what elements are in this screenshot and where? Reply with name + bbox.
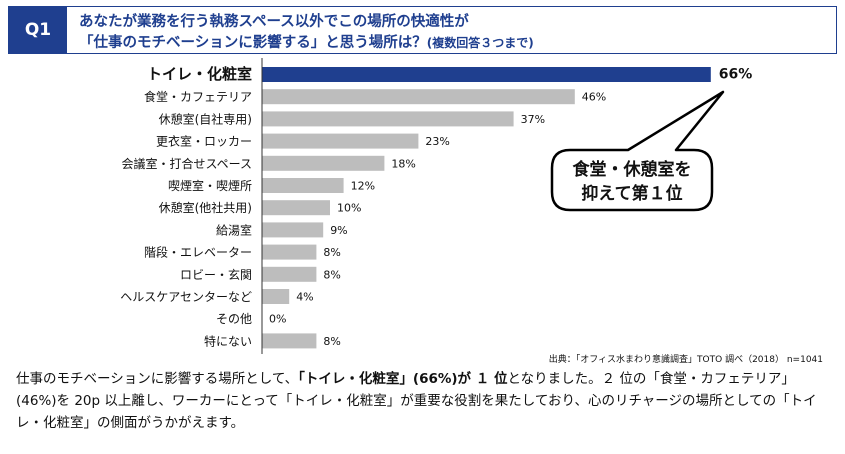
bar: [262, 333, 317, 349]
category-label: 会議室・打合せスペース: [121, 156, 252, 171]
data-label: 37%: [521, 113, 545, 126]
summary-bold: 「トイレ・化粧室」(66%)が １ 位: [298, 371, 508, 387]
data-label: 9%: [330, 224, 347, 237]
category-label: 更衣室・ロッカー: [156, 134, 252, 149]
question-line-1: あなたが業務を行う執務スペース以外でこの場所の快適性が: [79, 14, 469, 30]
category-label: 休憩室(自社専用): [159, 111, 252, 126]
category-label: 食堂・カフェテリア: [144, 89, 252, 104]
bar: [262, 111, 514, 127]
data-label: 18%: [391, 157, 415, 170]
question-note: (複数回答３つまで): [426, 36, 534, 50]
summary-text: 仕事のモチベーションに影響する場所として、「トイレ・化粧室」(66%)が １ 位…: [16, 368, 828, 434]
data-label: 23%: [425, 135, 449, 148]
question-badge: Q1: [9, 7, 67, 53]
callout-bubble: [550, 90, 725, 212]
summary-part-1: 仕事のモチベーションに影響する場所として、: [16, 371, 299, 387]
data-label: 10%: [337, 202, 361, 215]
data-label: 4%: [296, 291, 313, 304]
callout-text-1: 食堂・休憩室を: [573, 159, 692, 180]
bar: [262, 244, 317, 260]
callout-text-2: 抑えて第１位: [581, 183, 682, 204]
bar: [262, 178, 344, 193]
category-label: その他: [216, 312, 252, 326]
category-label: ロビー・玄関: [180, 267, 252, 282]
category-label: ヘルスケアセンターなど: [120, 290, 252, 304]
data-label: 12%: [351, 180, 375, 193]
data-label: 8%: [323, 335, 340, 348]
bar-chart: トイレ・化粧室 66% 食堂・カフェテリア 46% 休憩室(自社専用) 37% 更衣室・ロッ…: [120, 58, 753, 354]
data-label: 8%: [323, 268, 340, 281]
category-label: 喫煙室・喫煙所: [168, 178, 252, 193]
data-label: 66%: [719, 67, 753, 83]
bar: [262, 222, 324, 238]
bar: [262, 89, 575, 105]
category-label: 休憩室(他社共用): [159, 200, 252, 215]
data-label: 46%: [582, 91, 606, 104]
category-label: 特にない: [204, 333, 252, 348]
category-label: 給湯室: [216, 222, 252, 237]
question-header: Q1 あなたが業務を行う執務スペース以外でこの場所の快適性が 「仕事のモチベーシ…: [8, 6, 837, 54]
bar: [262, 133, 419, 149]
question-line-2: 「仕事のモチベーションに影響する」と思う場所は？(複数回答３つまで): [79, 31, 534, 52]
category-label: トイレ・化粧室: [147, 65, 252, 83]
data-label: 8%: [323, 246, 340, 259]
question-line-2-text: 「仕事のモチベーションに影響する」と思う場所は？: [79, 35, 427, 51]
summary-part-2: となりました。２ 位の「食堂・カフェテリア」(46%)を 20p 以上離し、ワー…: [16, 371, 817, 431]
bar: [262, 200, 330, 216]
bar: [262, 155, 385, 171]
data-label: 0%: [269, 313, 286, 326]
bar: [262, 289, 290, 304]
category-label: 階段・エレベーター: [144, 245, 252, 260]
bar: [262, 67, 711, 82]
source-note: 出典：「オフィス水まわり意識調査」TOTO 調べ（2018） n=1041: [548, 355, 823, 365]
bar: [262, 266, 317, 282]
